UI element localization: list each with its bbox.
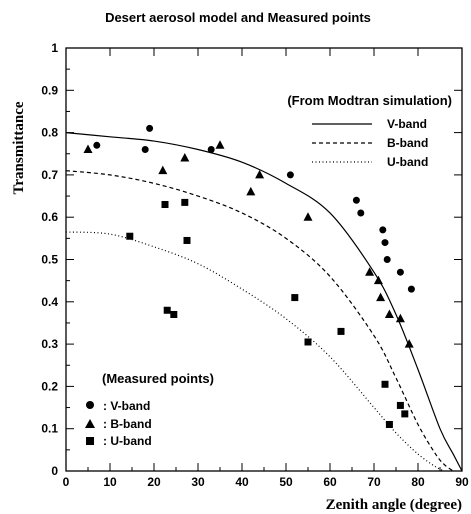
simulation-legend: (From Modtran simulation) V-band B-band … [287, 93, 452, 169]
x-tick-label: 80 [411, 475, 425, 489]
legend-point-label-b-band: : B-band [103, 417, 152, 431]
marker-b-band [158, 165, 168, 175]
y-tick-label: 0.6 [41, 210, 58, 224]
marker-v-band [207, 146, 215, 154]
legend-label-v-band: V-band [387, 117, 427, 131]
legend-point-label-v-band: : V-band [103, 399, 150, 413]
simulation-curves [65, 132, 463, 472]
legend-marker-u-band [86, 437, 94, 445]
marker-u-band [126, 232, 134, 240]
y-tick-label: 0 [51, 464, 58, 478]
y-tick-label: 0.2 [41, 379, 58, 393]
simulation-legend-heading: (From Modtran simulation) [287, 93, 452, 108]
marker-u-band [163, 306, 171, 314]
y-tick-label: 0.9 [41, 83, 58, 97]
marker-v-band [352, 196, 360, 204]
marker-u-band [161, 201, 169, 209]
marker-b-band [83, 144, 93, 154]
legend-label-b-band: B-band [387, 136, 428, 150]
axis-ticks: 0 10 20 30 40 50 60 70 80 90 0 0.1 0.2 0.3 0.4 0.5 0.6 0.… [41, 41, 469, 489]
y-tick-label: 0.3 [41, 337, 58, 351]
legend-point-label-u-band: : U-band [103, 434, 152, 448]
marker-u-band [396, 401, 404, 409]
x-tick-label: 20 [147, 475, 161, 489]
marker-v-band [141, 146, 149, 154]
marker-u-band [381, 380, 389, 388]
marker-b-band [404, 339, 414, 348]
y-tick-label: 0.8 [41, 126, 58, 140]
marker-b-band [180, 152, 190, 162]
legend-marker-b-band [85, 419, 95, 428]
marker-v-band [357, 209, 365, 217]
y-tick-label: 0.5 [41, 253, 58, 267]
curve-v-band [65, 132, 463, 472]
y-axis-label: Transmittance [11, 101, 27, 194]
marker-u-band [385, 420, 393, 428]
marker-u-band [304, 338, 312, 346]
marker-v-band [381, 239, 389, 247]
x-tick-label: 50 [279, 475, 293, 489]
x-tick-label: 40 [235, 475, 249, 489]
curve-b-band [65, 170, 454, 472]
marker-u-band [337, 327, 345, 335]
marker-b-band [215, 140, 225, 149]
measured-legend-heading: (Measured points) [102, 371, 214, 386]
x-tick-label: 70 [367, 475, 381, 489]
measured-markers [83, 124, 415, 428]
y-tick-label: 0.4 [41, 295, 58, 309]
marker-v-band [396, 268, 404, 276]
marker-v-band [379, 226, 387, 234]
y-tick-label: 0.1 [41, 422, 58, 436]
marker-v-band [286, 171, 294, 179]
marker-b-band [373, 275, 383, 285]
marker-u-band [181, 198, 189, 206]
marker-b-band [376, 292, 386, 302]
marker-v-band [407, 285, 415, 293]
marker-u-band [401, 410, 409, 418]
marker-b-band [246, 186, 256, 196]
marker-u-band [170, 310, 178, 318]
x-tick-label: 90 [455, 475, 469, 489]
marker-v-band [383, 256, 391, 263]
marker-v-band [93, 141, 101, 149]
marker-b-band [365, 267, 375, 276]
x-tick-label: 10 [103, 475, 117, 489]
marker-u-band [291, 294, 299, 302]
marker-b-band [384, 309, 394, 318]
x-tick-label: 60 [323, 475, 337, 489]
measured-legend: (Measured points) : V-band : B-band : U-… [85, 371, 214, 448]
x-tick-label: 0 [63, 475, 70, 489]
marker-v-band [146, 124, 154, 132]
y-tick-label: 1 [51, 41, 58, 55]
marker-b-band [395, 313, 405, 323]
marker-b-band [303, 212, 313, 221]
legend-label-u-band: U-band [387, 155, 428, 169]
x-axis-label: Zenith angle (degree) [326, 497, 462, 513]
x-tick-label: 30 [191, 475, 205, 489]
marker-u-band [183, 236, 191, 244]
chart-title: Desert aerosol model and Measured points [105, 10, 371, 25]
legend-marker-v-band [86, 401, 94, 409]
marker-b-band [255, 169, 265, 179]
y-tick-label: 0.7 [41, 168, 58, 182]
